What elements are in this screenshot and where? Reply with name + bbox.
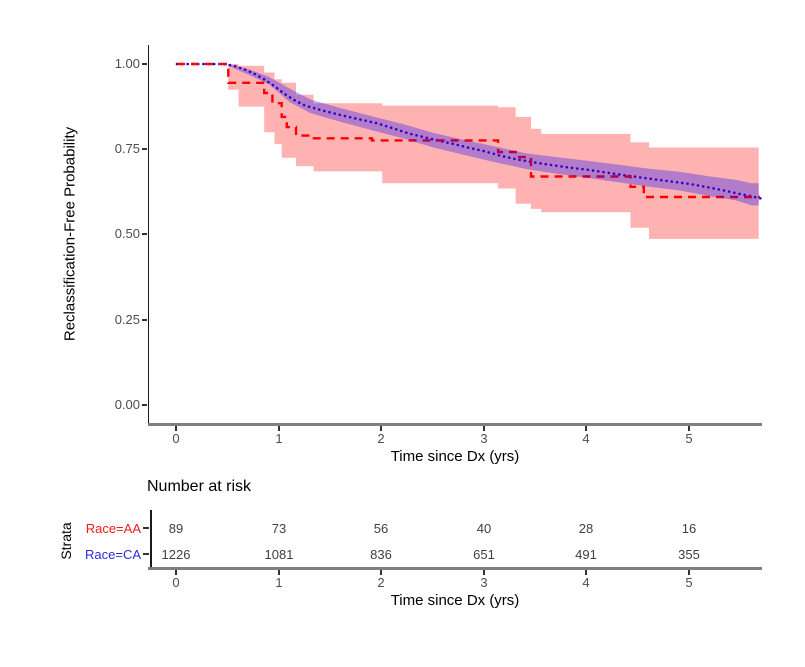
risk-x-tick-label: 1: [275, 575, 283, 590]
aa-confidence-band: [228, 64, 759, 239]
x-tick-mark: [688, 426, 690, 431]
y-tick-label: 0.00: [114, 397, 140, 412]
strata-label-race-ca: Race=CA: [85, 547, 141, 562]
y-tick-label: 0.50: [114, 226, 140, 241]
x-tick-label: 4: [582, 431, 590, 446]
y-tick-mark: [142, 233, 147, 235]
x-axis-line: [148, 423, 762, 426]
y-tick-mark: [142, 148, 147, 150]
y-tick-mark: [142, 319, 147, 321]
risk-count-aa: 73: [271, 521, 287, 536]
risk-table-title: Number at risk: [147, 478, 252, 495]
risk-count-ca: 355: [678, 547, 700, 562]
risk-row-tick-mark: [143, 527, 149, 529]
risk-x-axis-line: [148, 567, 762, 570]
x-axis-title: Time since Dx (yrs): [390, 448, 520, 465]
risk-row-tick-mark: [143, 553, 149, 555]
y-axis-title: Reclassification-Free Probability: [61, 126, 79, 342]
risk-x-tick-label: 5: [685, 575, 693, 590]
x-tick-mark: [585, 426, 587, 431]
risk-x-tick-mark: [380, 570, 382, 575]
risk-x-tick-mark: [483, 570, 485, 575]
risk-count-aa: 40: [476, 521, 492, 536]
x-tick-label: 0: [172, 431, 180, 446]
y-tick-label: 0.75: [114, 141, 140, 156]
risk-x-axis-title: Time since Dx (yrs): [390, 592, 520, 609]
risk-x-tick-label: 2: [377, 575, 385, 590]
y-tick-label: 1.00: [114, 56, 140, 71]
ca-confidence-band: [228, 64, 759, 206]
x-tick-mark: [380, 426, 382, 431]
x-tick-label: 3: [480, 431, 488, 446]
risk-x-tick-mark: [688, 570, 690, 575]
risk-count-aa: 56: [373, 521, 389, 536]
risk-count-aa: 28: [578, 521, 594, 536]
risk-count-ca: 1226: [161, 547, 191, 562]
plot-panel: [148, 45, 763, 424]
risk-table-axis-line: [150, 510, 152, 568]
risk-x-tick-mark: [585, 570, 587, 575]
y-tick-label: 0.25: [114, 312, 140, 327]
risk-count-ca: 1081: [264, 547, 294, 562]
risk-count-ca: 651: [473, 547, 495, 562]
risk-count-ca: 491: [575, 547, 597, 562]
risk-count-aa: 16: [681, 521, 697, 536]
risk-x-tick-label: 3: [480, 575, 488, 590]
x-tick-mark: [278, 426, 280, 431]
risk-count-ca: 836: [370, 547, 392, 562]
y-tick-mark: [142, 404, 147, 406]
x-tick-label: 1: [275, 431, 283, 446]
x-tick-mark: [175, 426, 177, 431]
risk-x-tick-label: 4: [582, 575, 590, 590]
survival-curves-canvas: [175, 62, 763, 239]
x-tick-label: 5: [685, 431, 693, 446]
risk-count-aa: 89: [168, 521, 184, 536]
y-tick-mark: [142, 63, 147, 65]
risk-x-tick-mark: [175, 570, 177, 575]
strata-label-race-aa: Race=AA: [85, 521, 141, 536]
x-tick-mark: [483, 426, 485, 431]
x-tick-label: 2: [377, 431, 385, 446]
risk-x-tick-mark: [278, 570, 280, 575]
risk-x-tick-label: 0: [172, 575, 180, 590]
